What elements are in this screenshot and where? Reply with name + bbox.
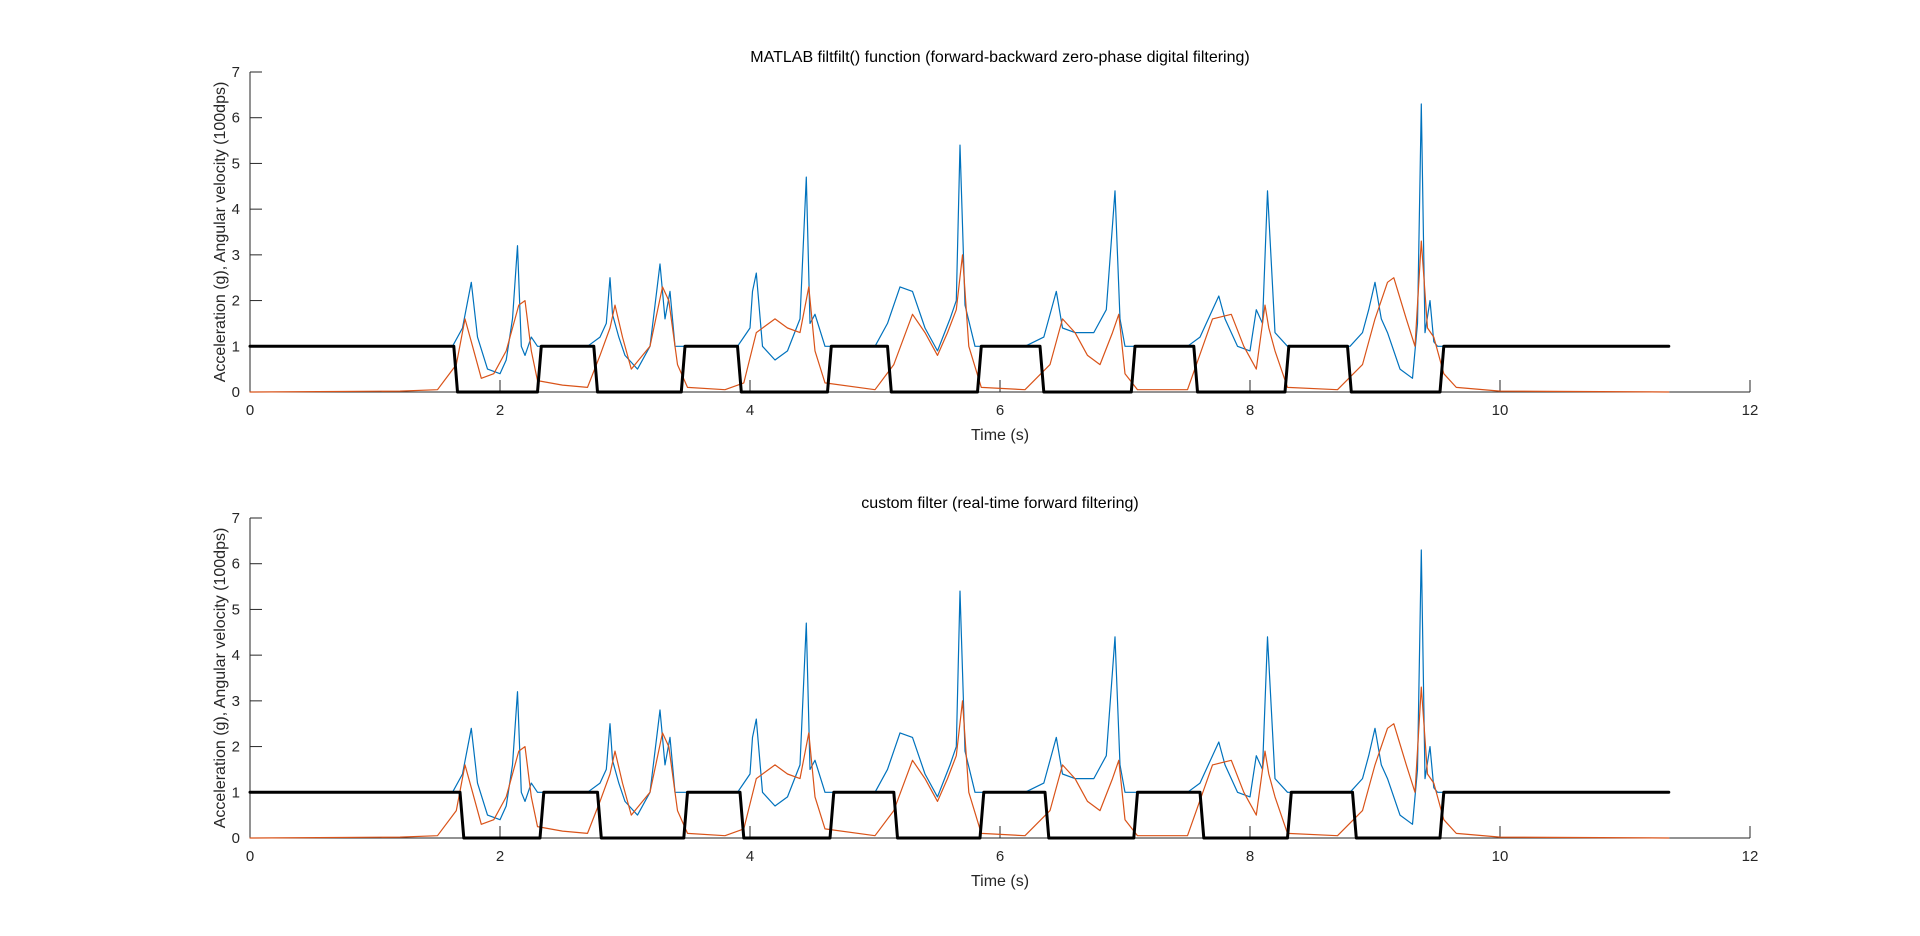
x-axis-label: Time (s) (971, 427, 1029, 444)
x-tick-label: 0 (246, 848, 254, 865)
chart-title: MATLAB filtfilt() function (forward-back… (750, 49, 1249, 66)
x-tick-label: 4 (746, 848, 754, 865)
chart-top: MATLAB filtfilt() function (forward-back… (212, 49, 1758, 444)
series-line-3 (248, 344, 1671, 394)
y-tick-label: 0 (232, 384, 240, 401)
y-tick-label: 3 (232, 247, 240, 264)
x-axis-label: Time (s) (971, 873, 1029, 890)
x-tick-label: 6 (996, 402, 1004, 419)
x-tick-label: 0 (246, 402, 254, 419)
x-tick-label: 10 (1492, 848, 1509, 865)
x-tick-label: 2 (496, 402, 504, 419)
x-tick-label: 10 (1492, 402, 1509, 419)
x-tick-label: 12 (1742, 848, 1759, 865)
y-tick-label: 6 (232, 556, 240, 573)
x-tick-label: 8 (1246, 848, 1254, 865)
y-tick-label: 6 (232, 110, 240, 127)
series-line-1 (249, 549, 1670, 825)
series-line-2 (249, 686, 1670, 839)
y-tick-label: 4 (232, 647, 240, 664)
y-tick-label: 5 (232, 155, 240, 172)
chart-title: custom filter (real-time forward filteri… (861, 495, 1138, 512)
y-tick-label: 7 (232, 64, 240, 81)
y-tick-label: 3 (232, 693, 240, 710)
y-tick-label: 1 (232, 784, 240, 801)
x-tick-label: 6 (996, 848, 1004, 865)
y-axis-label: Acceleration (g), Angular velocity (100d… (212, 528, 229, 829)
y-tick-label: 1 (232, 338, 240, 355)
y-axis-label: Acceleration (g), Angular velocity (100d… (212, 82, 229, 383)
series-line-1 (249, 103, 1670, 379)
y-tick-label: 5 (232, 601, 240, 618)
x-tick-label: 2 (496, 848, 504, 865)
x-tick-label: 8 (1246, 402, 1254, 419)
y-tick-label: 0 (232, 830, 240, 847)
series-line-3 (248, 790, 1671, 840)
y-tick-label: 2 (232, 739, 240, 756)
x-tick-label: 4 (746, 402, 754, 419)
chart-bottom: custom filter (real-time forward filteri… (212, 495, 1758, 890)
y-tick-label: 4 (232, 201, 240, 218)
x-tick-label: 12 (1742, 402, 1759, 419)
y-tick-label: 2 (232, 293, 240, 310)
series-line-2 (249, 240, 1670, 393)
y-tick-label: 7 (232, 510, 240, 527)
